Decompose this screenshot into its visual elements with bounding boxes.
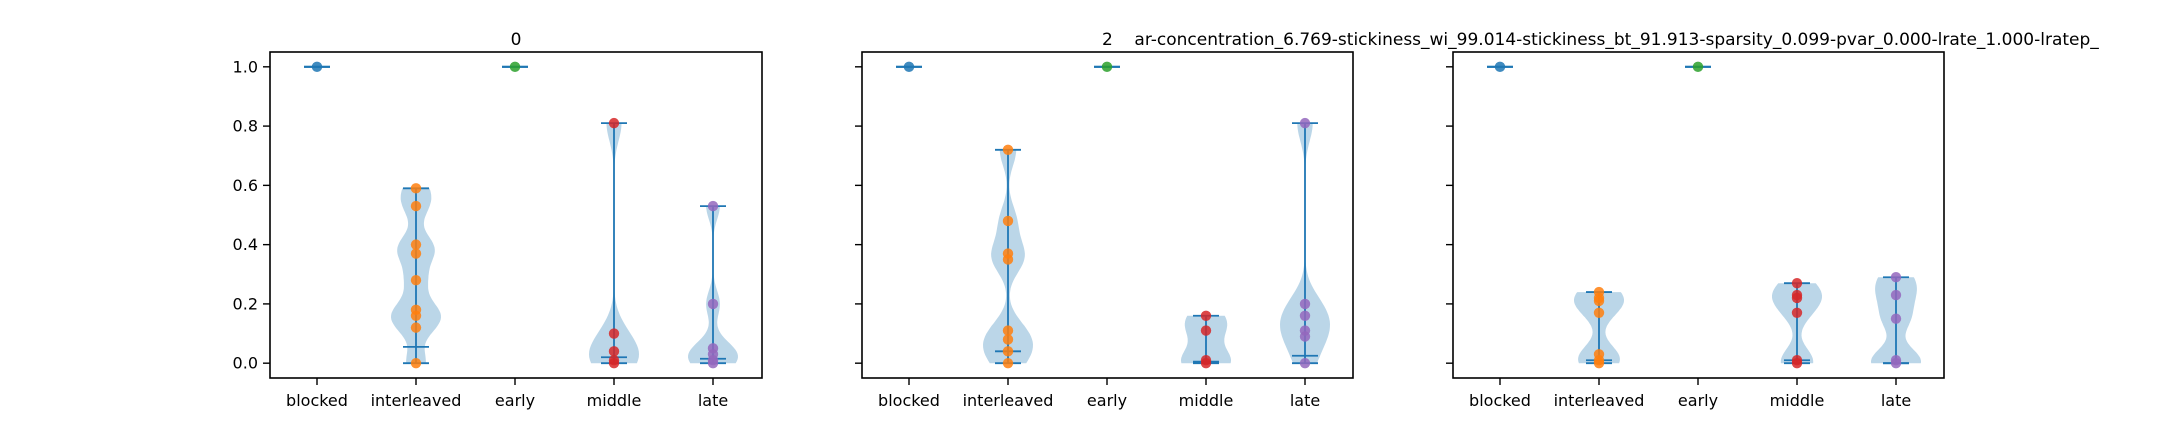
panel-title: 2 ar-concentration_6.769-stickiness_wi_9… [1102, 30, 2099, 50]
x-tick-label: interleaved [963, 391, 1054, 410]
data-point [509, 61, 521, 73]
violin-body [1280, 123, 1330, 364]
data-point [1299, 310, 1311, 321]
panel-1: 0.0 0.2 0.4 0.6 0.8 1.0 blocked interleaved earl… [233, 30, 763, 410]
axes-frame [1452, 51, 1945, 379]
x-tick-label: blocked [1469, 391, 1531, 410]
data-point [707, 200, 719, 212]
data-point [608, 346, 620, 357]
data-point [410, 322, 422, 333]
data-point [707, 298, 719, 310]
data-point [1101, 61, 1113, 73]
data-point [1002, 215, 1014, 227]
data-point [1692, 61, 1704, 73]
x-tick-label: late [698, 391, 728, 410]
data-point [1890, 357, 1902, 369]
panel-title: 0 [511, 30, 522, 50]
data-point [608, 357, 620, 369]
x-tick-label: early [1087, 391, 1127, 410]
data-point [410, 357, 422, 369]
data-point [1890, 272, 1902, 283]
x-tick-label: middle [587, 391, 642, 410]
y-tick-label: 1.0 [233, 57, 258, 76]
data-point [1791, 307, 1803, 318]
y-tick-label: 0.8 [233, 117, 258, 136]
y-tick-label: 0.4 [233, 235, 258, 254]
data-point [1200, 357, 1212, 369]
x-tick-label: middle [1770, 391, 1825, 410]
axes-frame [269, 51, 763, 379]
data-point [1890, 313, 1902, 324]
x-tick-label: middle [1179, 391, 1234, 410]
data-point [410, 248, 422, 259]
data-point [410, 183, 422, 194]
data-point [1002, 325, 1014, 336]
data-point [1791, 292, 1803, 304]
data-point [1494, 61, 1506, 73]
panel-3: blocked interleaved early middle late [1446, 51, 1945, 410]
x-tick-label: blocked [878, 391, 940, 410]
data-point [1002, 254, 1014, 265]
data-point [1593, 357, 1605, 369]
data-point [1200, 325, 1212, 336]
x-tick-label: early [1678, 391, 1718, 410]
data-point [311, 61, 323, 73]
x-tick-label: blocked [286, 391, 348, 410]
data-point [1299, 357, 1311, 369]
data-point [707, 357, 719, 369]
violin-panels: 0.0 0.2 0.4 0.6 0.8 1.0 blocked interleaved earl… [233, 30, 2100, 410]
data-point [1890, 289, 1902, 301]
data-point [410, 200, 422, 212]
panel-2: blocked interleaved early middle late 2 ar-co… [855, 30, 2099, 410]
data-point [410, 310, 422, 321]
y-tick-label: 0.2 [233, 294, 258, 313]
x-tick-label: late [1290, 391, 1320, 410]
data-point [1299, 298, 1311, 310]
data-point [1200, 310, 1212, 321]
x-tick-label: interleaved [1554, 391, 1645, 410]
y-tick-label: 0.6 [233, 176, 258, 195]
data-point [1299, 117, 1311, 129]
data-point [1791, 357, 1803, 369]
x-tick-label: interleaved [371, 391, 462, 410]
data-point [608, 117, 620, 129]
x-tick-label: late [1881, 391, 1911, 410]
data-point [1299, 331, 1311, 342]
data-point [1002, 144, 1014, 155]
data-point [903, 61, 915, 73]
data-point [1002, 334, 1014, 345]
data-point [1593, 307, 1605, 318]
data-point [1002, 357, 1014, 369]
x-tick-label: early [495, 391, 535, 410]
data-point [1593, 295, 1605, 307]
y-tick-label: 0.0 [233, 354, 258, 373]
data-point [1791, 277, 1803, 289]
data-point [410, 275, 422, 286]
data-point [410, 239, 422, 250]
data-point [608, 328, 620, 339]
data-point [1002, 346, 1014, 357]
axes-frame [861, 51, 1354, 379]
